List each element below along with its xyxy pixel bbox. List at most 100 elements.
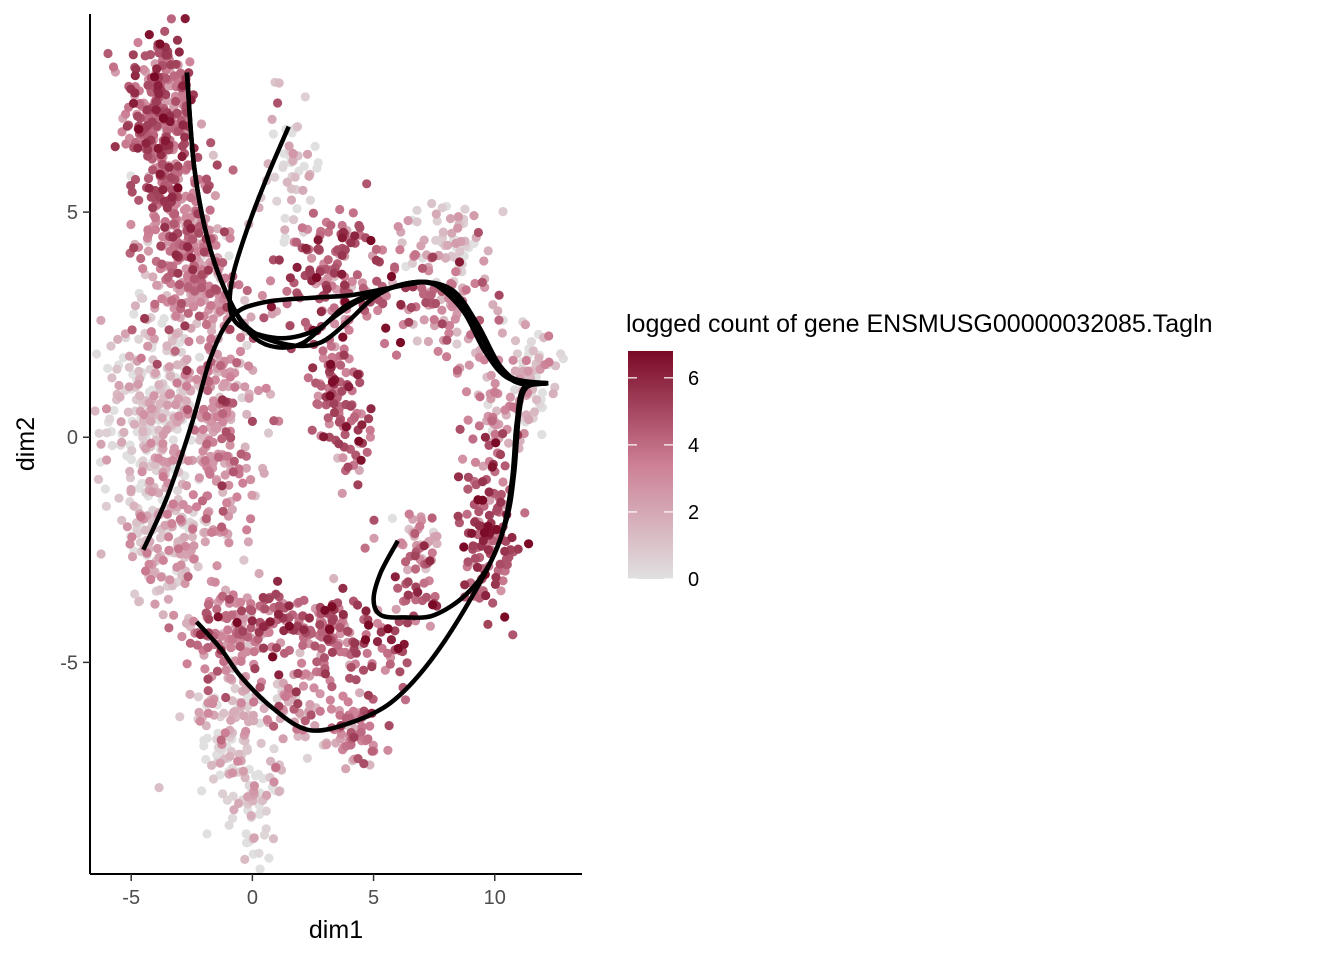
cell-point bbox=[365, 721, 375, 731]
cell-point bbox=[305, 699, 315, 710]
cell-point bbox=[237, 393, 247, 403]
cell-point bbox=[114, 380, 124, 391]
cell-point bbox=[225, 233, 235, 243]
cell-point bbox=[133, 111, 143, 121]
cell-point bbox=[529, 407, 540, 417]
cell-point bbox=[130, 301, 140, 311]
cell-point bbox=[421, 297, 431, 308]
cell-point bbox=[341, 422, 351, 432]
cell-point bbox=[437, 319, 447, 329]
cell-point bbox=[367, 662, 377, 672]
cell-point bbox=[128, 98, 139, 108]
cell-point bbox=[177, 151, 187, 162]
cell-point bbox=[166, 14, 176, 24]
cell-point bbox=[406, 302, 416, 313]
cell-point bbox=[255, 682, 265, 692]
cell-point bbox=[134, 366, 144, 376]
cell-point bbox=[124, 382, 134, 392]
cell-point bbox=[135, 391, 145, 401]
cell-point bbox=[453, 212, 463, 222]
cell-point bbox=[172, 378, 182, 388]
cell-point bbox=[318, 353, 328, 363]
cell-point bbox=[173, 485, 183, 496]
cell-point bbox=[298, 185, 308, 195]
cell-point bbox=[441, 253, 451, 263]
cell-point bbox=[261, 824, 271, 834]
cell-point bbox=[520, 508, 530, 518]
cell-point bbox=[138, 264, 148, 274]
cell-point bbox=[284, 141, 294, 151]
cell-point bbox=[228, 768, 238, 778]
cell-point bbox=[495, 559, 505, 569]
cell-point bbox=[432, 531, 442, 541]
cell-point bbox=[188, 524, 198, 534]
cell-point bbox=[201, 319, 212, 330]
cell-point bbox=[337, 220, 347, 231]
cell-point bbox=[153, 80, 163, 91]
cell-point bbox=[139, 65, 149, 75]
cell-point bbox=[299, 161, 309, 171]
cell-point bbox=[269, 416, 279, 426]
cell-point bbox=[197, 786, 207, 796]
cell-point bbox=[180, 578, 190, 589]
cell-point bbox=[143, 341, 153, 351]
cell-point bbox=[178, 120, 188, 130]
cell-point bbox=[202, 184, 212, 194]
cell-point bbox=[294, 597, 304, 607]
cell-point bbox=[155, 533, 166, 543]
cell-point bbox=[491, 572, 501, 582]
cell-point bbox=[181, 481, 192, 491]
cell-point bbox=[249, 833, 259, 843]
cell-point bbox=[141, 138, 151, 148]
cell-point bbox=[329, 268, 339, 278]
cell-point bbox=[243, 537, 253, 547]
cell-point bbox=[224, 251, 234, 261]
cell-point bbox=[273, 609, 284, 619]
cell-point bbox=[212, 604, 222, 614]
cell-point bbox=[223, 625, 233, 635]
cell-point bbox=[171, 250, 181, 260]
cell-point bbox=[246, 811, 256, 821]
cell-point bbox=[461, 387, 472, 397]
cell-point bbox=[305, 195, 315, 205]
cell-point bbox=[93, 474, 104, 484]
cell-point bbox=[185, 638, 195, 648]
cell-point bbox=[548, 389, 558, 399]
cell-point bbox=[142, 548, 152, 558]
cell-point bbox=[418, 289, 429, 299]
cell-point bbox=[136, 353, 146, 363]
cell-point bbox=[329, 407, 340, 418]
cell-point bbox=[240, 854, 250, 865]
cell-point bbox=[327, 377, 337, 387]
cell-point bbox=[238, 478, 248, 488]
cell-point bbox=[261, 806, 271, 816]
cell-point bbox=[181, 618, 192, 628]
cell-point bbox=[513, 544, 523, 554]
cell-point bbox=[300, 716, 310, 726]
cell-point bbox=[224, 480, 234, 490]
cell-point bbox=[464, 360, 474, 370]
cell-point bbox=[430, 591, 440, 602]
cell-point bbox=[180, 541, 190, 551]
cell-point bbox=[188, 302, 199, 312]
cell-point bbox=[186, 223, 196, 233]
cell-point bbox=[490, 429, 500, 439]
y-tick-label: 5 bbox=[67, 202, 78, 224]
cell-point bbox=[247, 616, 257, 626]
cell-point bbox=[505, 392, 515, 402]
cell-point bbox=[162, 341, 172, 351]
cell-point bbox=[190, 286, 200, 296]
cell-point bbox=[167, 296, 177, 306]
cell-point bbox=[108, 62, 119, 72]
cell-point bbox=[477, 277, 487, 287]
cell-point bbox=[341, 713, 351, 724]
cell-point bbox=[202, 439, 212, 449]
cell-point bbox=[290, 172, 300, 182]
cell-point bbox=[372, 637, 383, 647]
cell-point bbox=[292, 122, 303, 132]
cell-point bbox=[199, 404, 209, 414]
cell-point bbox=[189, 274, 199, 284]
cell-point bbox=[445, 214, 456, 224]
cell-point bbox=[496, 489, 506, 500]
cell-point bbox=[304, 613, 314, 623]
